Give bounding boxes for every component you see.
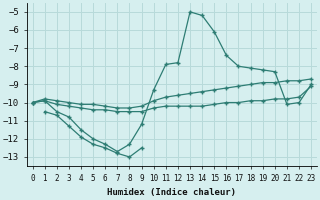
X-axis label: Humidex (Indice chaleur): Humidex (Indice chaleur)	[108, 188, 236, 197]
